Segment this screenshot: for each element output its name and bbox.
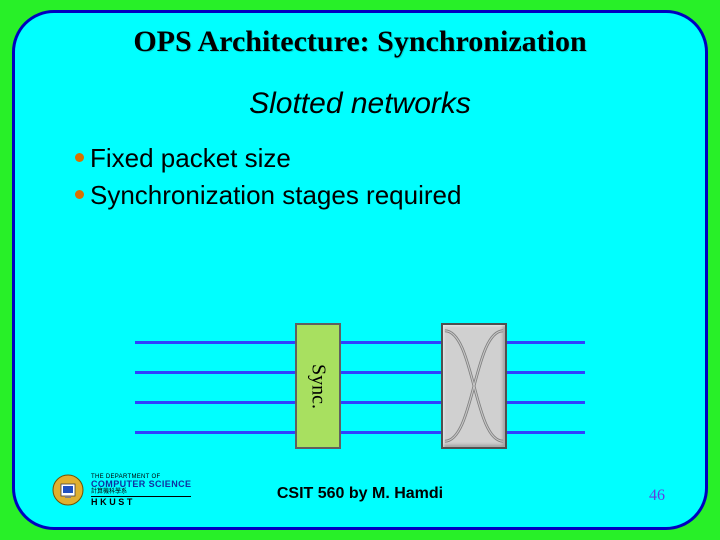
- diagram-line: [135, 341, 295, 344]
- diagram-line: [507, 371, 585, 374]
- diagram-line: [135, 401, 295, 404]
- slide-number: 46: [649, 487, 665, 505]
- diagram-line: [507, 401, 585, 404]
- diagram-line: [341, 371, 441, 374]
- diagram-line: [507, 431, 585, 434]
- diagram-line: [341, 431, 441, 434]
- slide-frame: OPS Architecture: Synchronization Slotte…: [12, 10, 708, 530]
- diagram-line: [507, 341, 585, 344]
- diagram-line: [135, 431, 295, 434]
- bullet-text: Fixed packet size: [90, 143, 291, 174]
- bullet-dot-icon: [75, 190, 84, 199]
- slide-title: OPS Architecture: Synchronization: [15, 25, 705, 59]
- sync-diagram: Sync.: [135, 323, 595, 473]
- sync-stage-box: Sync.: [295, 323, 341, 449]
- diagram-line: [341, 401, 441, 404]
- bullet-dot-icon: [75, 153, 84, 162]
- bullet-list: Fixed packet size Synchronization stages…: [75, 143, 705, 211]
- slide-subtitle: Slotted networks: [15, 87, 705, 121]
- footer-credit: CSIT 560 by M. Hamdi: [15, 485, 705, 503]
- sync-label: Sync.: [307, 364, 330, 409]
- diagram-line: [135, 371, 295, 374]
- bullet-item: Synchronization stages required: [75, 180, 705, 211]
- bullet-item: Fixed packet size: [75, 143, 705, 174]
- switch-box: [441, 323, 507, 449]
- bullet-text: Synchronization stages required: [90, 180, 461, 211]
- diagram-line: [341, 341, 441, 344]
